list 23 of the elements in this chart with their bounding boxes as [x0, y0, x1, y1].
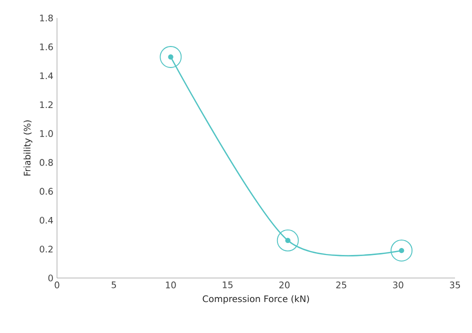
- x-tick-label: 25: [336, 282, 346, 288]
- y-tick-label: 0.8: [40, 159, 53, 166]
- x-tick-label: 0: [54, 282, 60, 288]
- x-tick-label: 30: [393, 282, 404, 288]
- y-tick-label: 1.6: [40, 43, 53, 50]
- y-tick-label: 1.4: [40, 72, 53, 80]
- y-tick-label: 1.8: [40, 14, 53, 22]
- x-axis-title: Compression Force (kN): [202, 295, 309, 304]
- y-tick-label: 0.4: [40, 216, 53, 224]
- y-tick-label: 0.6: [40, 188, 53, 195]
- y-tick-label: 0: [48, 274, 53, 282]
- y-tick-label: 1.2: [40, 101, 53, 108]
- x-tick-label: 15: [222, 282, 233, 288]
- point: [390, 240, 412, 262]
- y-tick-label: 0.2: [40, 246, 53, 253]
- y-axis-title: Friability (%): [24, 120, 32, 176]
- x-tick-label: 5: [112, 282, 116, 288]
- x-tick-label: 35: [450, 282, 460, 288]
- point: [160, 46, 182, 68]
- x-tick-label: 10: [166, 282, 176, 288]
- y-tick-label: 1.0: [40, 130, 53, 137]
- point: [276, 229, 299, 252]
- x-tick-label: 20: [279, 282, 290, 288]
